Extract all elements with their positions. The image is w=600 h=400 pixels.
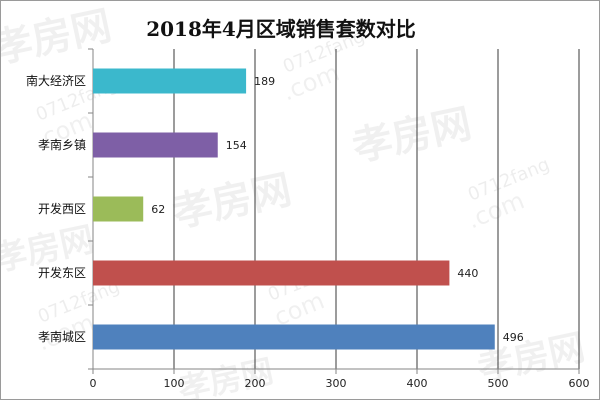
bar — [93, 260, 450, 286]
bar — [93, 68, 247, 94]
data-label: 496 — [503, 331, 524, 344]
bar — [93, 132, 218, 158]
y-tick-label: 孝南城区 — [38, 329, 86, 344]
watermark-brand: 孝房网 — [349, 101, 476, 171]
watermark-brand: 孝房网 — [169, 167, 296, 237]
data-label: 62 — [151, 203, 165, 216]
gridlines — [173, 49, 580, 369]
labels: 南大经济区 189 孝南乡镇 154 开发西区 62 开发东区 440 孝南城区 496 — [26, 73, 524, 344]
y-tick-label: 开发西区 — [38, 201, 86, 216]
x-tick-label: 500 — [488, 377, 509, 390]
y-tick-label: 开发东区 — [38, 265, 86, 280]
chart-title: 2018年4月区域销售套数对比 — [146, 17, 416, 41]
x-tick-label: 200 — [245, 377, 266, 390]
watermark-brand: 孝房网 — [175, 352, 277, 399]
y-tick-label: 孝南乡镇 — [38, 137, 86, 152]
data-label: 440 — [457, 267, 478, 280]
x-tick-label: 0 — [90, 377, 97, 390]
y-tick-label: 南大经济区 — [26, 73, 86, 88]
x-tick-label: 300 — [326, 377, 347, 390]
x-tick-label: 400 — [407, 377, 428, 390]
bars — [93, 68, 495, 350]
bar — [93, 196, 144, 222]
watermark-brand: 孝房网 — [1, 3, 115, 73]
data-label: 154 — [226, 139, 247, 152]
x-tick-label: 100 — [164, 377, 185, 390]
bar — [93, 324, 495, 350]
x-tick-label: 600 — [569, 377, 590, 390]
data-label: 189 — [254, 75, 275, 88]
